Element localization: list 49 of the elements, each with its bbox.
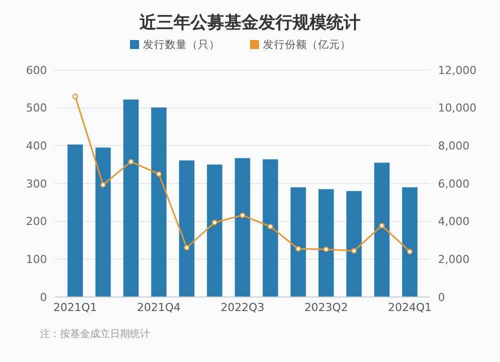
- legend-label: 发行数量（只）: [143, 39, 220, 51]
- text: 注：按基金成立日期统计: [40, 328, 150, 340]
- point: [240, 212, 246, 218]
- bar: [68, 144, 83, 297]
- y2-tick-label: 0: [438, 290, 445, 304]
- bar: [123, 100, 139, 297]
- bar: [234, 158, 250, 297]
- y2-tick-label: 12,000: [438, 64, 476, 77]
- point: [268, 224, 274, 230]
- bar: [318, 189, 334, 297]
- bar: [374, 162, 390, 297]
- y2-tick-label: 8,000: [438, 140, 470, 153]
- y-tick-label: 300: [26, 177, 47, 190]
- point: [379, 222, 385, 228]
- y-tick-label: 0: [40, 290, 47, 304]
- point: [184, 244, 190, 250]
- bar: [179, 160, 194, 297]
- bar: [402, 187, 418, 297]
- y-tick-label: 500: [26, 102, 47, 115]
- point: [406, 248, 413, 254]
- bar: [346, 191, 362, 297]
- y-tick-label: 100: [26, 253, 47, 266]
- x-tick-label: 2024Q1: [388, 301, 432, 314]
- y2-tick-label: 6,000: [438, 177, 470, 190]
- point: [72, 94, 78, 100]
- x-tick-label: 2022Q3: [220, 301, 264, 314]
- bar: [206, 164, 222, 297]
- point: [212, 220, 218, 226]
- bar: [262, 159, 278, 297]
- y2-tick-label: 10,000: [438, 102, 476, 115]
- bar: [95, 148, 111, 297]
- point: [156, 171, 162, 177]
- y2-tick-label: 4,000: [438, 215, 470, 228]
- point: [100, 182, 106, 188]
- x-tick-label: 2021Q4: [137, 301, 181, 314]
- y2-tick-label: 2,000: [438, 253, 470, 266]
- point: [351, 248, 357, 254]
- y-tick-label: 200: [26, 215, 47, 228]
- legend-label: 发行份额（亿元）: [263, 38, 351, 51]
- point: [295, 246, 302, 252]
- point: [323, 246, 329, 252]
- y-tick-label: 600: [26, 64, 47, 77]
- bar: [290, 187, 306, 297]
- chart-title: 近三年公募基金发行规模统计: [138, 13, 360, 33]
- x-tick-label: 2021Q1: [53, 301, 98, 314]
- point: [128, 158, 134, 165]
- bar: [151, 107, 167, 297]
- x-tick-label: 2023Q2: [304, 301, 348, 314]
- y-tick-label: 400: [26, 140, 47, 153]
